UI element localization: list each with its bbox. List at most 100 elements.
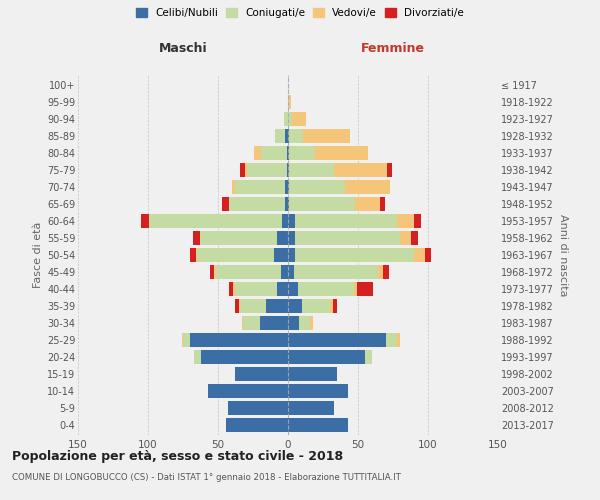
Bar bbox=[229, 197, 285, 211]
Bar bbox=[298, 282, 354, 296]
Bar bbox=[330, 299, 333, 313]
Bar bbox=[182, 333, 183, 347]
Bar bbox=[235, 299, 239, 313]
Bar bbox=[232, 180, 235, 194]
Bar bbox=[228, 401, 288, 415]
Bar bbox=[193, 231, 200, 245]
Bar bbox=[214, 265, 215, 279]
Bar bbox=[288, 214, 295, 228]
Bar bbox=[425, 248, 431, 262]
Bar bbox=[194, 350, 201, 364]
Bar bbox=[293, 265, 377, 279]
Bar bbox=[288, 112, 292, 126]
Text: Maschi: Maschi bbox=[158, 42, 208, 55]
Bar bbox=[377, 265, 383, 279]
Bar bbox=[288, 316, 299, 330]
Bar bbox=[277, 231, 288, 245]
Bar bbox=[201, 350, 288, 364]
Bar bbox=[289, 129, 304, 143]
Bar bbox=[354, 282, 356, 296]
Text: COMUNE DI LONGOBUCCO (CS) - Dati ISTAT 1° gennaio 2018 - Elaborazione TUTTITALIA: COMUNE DI LONGOBUCCO (CS) - Dati ISTAT 1… bbox=[12, 472, 401, 482]
Bar bbox=[346, 180, 390, 194]
Bar bbox=[287, 163, 288, 177]
Bar bbox=[235, 367, 288, 381]
Bar bbox=[233, 282, 235, 296]
Bar bbox=[288, 146, 289, 160]
Bar bbox=[215, 265, 281, 279]
Bar bbox=[380, 197, 385, 211]
Bar bbox=[239, 299, 241, 313]
Bar bbox=[262, 146, 287, 160]
Bar bbox=[414, 248, 425, 262]
Bar bbox=[383, 265, 389, 279]
Bar bbox=[288, 265, 293, 279]
Bar bbox=[288, 163, 289, 177]
Bar bbox=[289, 95, 291, 109]
Bar bbox=[247, 163, 287, 177]
Bar bbox=[386, 333, 397, 347]
Bar bbox=[355, 197, 380, 211]
Bar bbox=[229, 282, 233, 296]
Bar bbox=[397, 214, 414, 228]
Bar bbox=[292, 112, 306, 126]
Bar bbox=[260, 316, 288, 330]
Bar bbox=[197, 248, 274, 262]
Bar bbox=[333, 299, 337, 313]
Bar bbox=[299, 316, 310, 330]
Bar bbox=[141, 214, 149, 228]
Bar bbox=[288, 350, 365, 364]
Bar bbox=[241, 163, 245, 177]
Bar bbox=[208, 384, 288, 398]
Bar bbox=[334, 163, 388, 177]
Bar bbox=[365, 350, 372, 364]
Bar bbox=[310, 316, 313, 330]
Bar bbox=[241, 299, 266, 313]
Bar bbox=[295, 214, 397, 228]
Bar bbox=[284, 112, 288, 126]
Bar bbox=[288, 180, 289, 194]
Bar bbox=[289, 197, 355, 211]
Text: Popolazione per età, sesso e stato civile - 2018: Popolazione per età, sesso e stato civil… bbox=[12, 450, 343, 463]
Bar bbox=[245, 163, 247, 177]
Bar bbox=[283, 214, 288, 228]
Bar bbox=[235, 282, 277, 296]
Bar bbox=[288, 95, 289, 109]
Bar bbox=[266, 299, 288, 313]
Bar bbox=[277, 282, 288, 296]
Bar bbox=[400, 231, 411, 245]
Bar bbox=[285, 180, 288, 194]
Bar bbox=[243, 316, 260, 330]
Bar bbox=[288, 299, 302, 313]
Bar bbox=[288, 367, 337, 381]
Bar bbox=[288, 129, 289, 143]
Bar bbox=[295, 231, 400, 245]
Bar bbox=[254, 146, 262, 160]
Bar bbox=[388, 163, 392, 177]
Bar bbox=[288, 231, 295, 245]
Bar bbox=[222, 197, 229, 211]
Bar bbox=[274, 248, 288, 262]
Bar bbox=[288, 248, 295, 262]
Bar bbox=[414, 214, 421, 228]
Bar bbox=[289, 180, 346, 194]
Bar bbox=[304, 129, 350, 143]
Bar bbox=[200, 231, 277, 245]
Bar bbox=[289, 163, 334, 177]
Bar bbox=[288, 333, 386, 347]
Bar bbox=[288, 282, 298, 296]
Bar bbox=[356, 282, 373, 296]
Bar bbox=[288, 418, 348, 432]
Y-axis label: Fasce di età: Fasce di età bbox=[32, 222, 43, 288]
Bar bbox=[288, 197, 289, 211]
Bar bbox=[411, 231, 418, 245]
Y-axis label: Anni di nascita: Anni di nascita bbox=[557, 214, 568, 296]
Bar bbox=[226, 418, 288, 432]
Bar bbox=[190, 248, 196, 262]
Bar bbox=[397, 333, 400, 347]
Bar bbox=[209, 265, 214, 279]
Bar bbox=[288, 384, 348, 398]
Text: Femmine: Femmine bbox=[361, 42, 425, 55]
Bar bbox=[281, 265, 288, 279]
Bar bbox=[235, 180, 285, 194]
Bar bbox=[149, 214, 283, 228]
